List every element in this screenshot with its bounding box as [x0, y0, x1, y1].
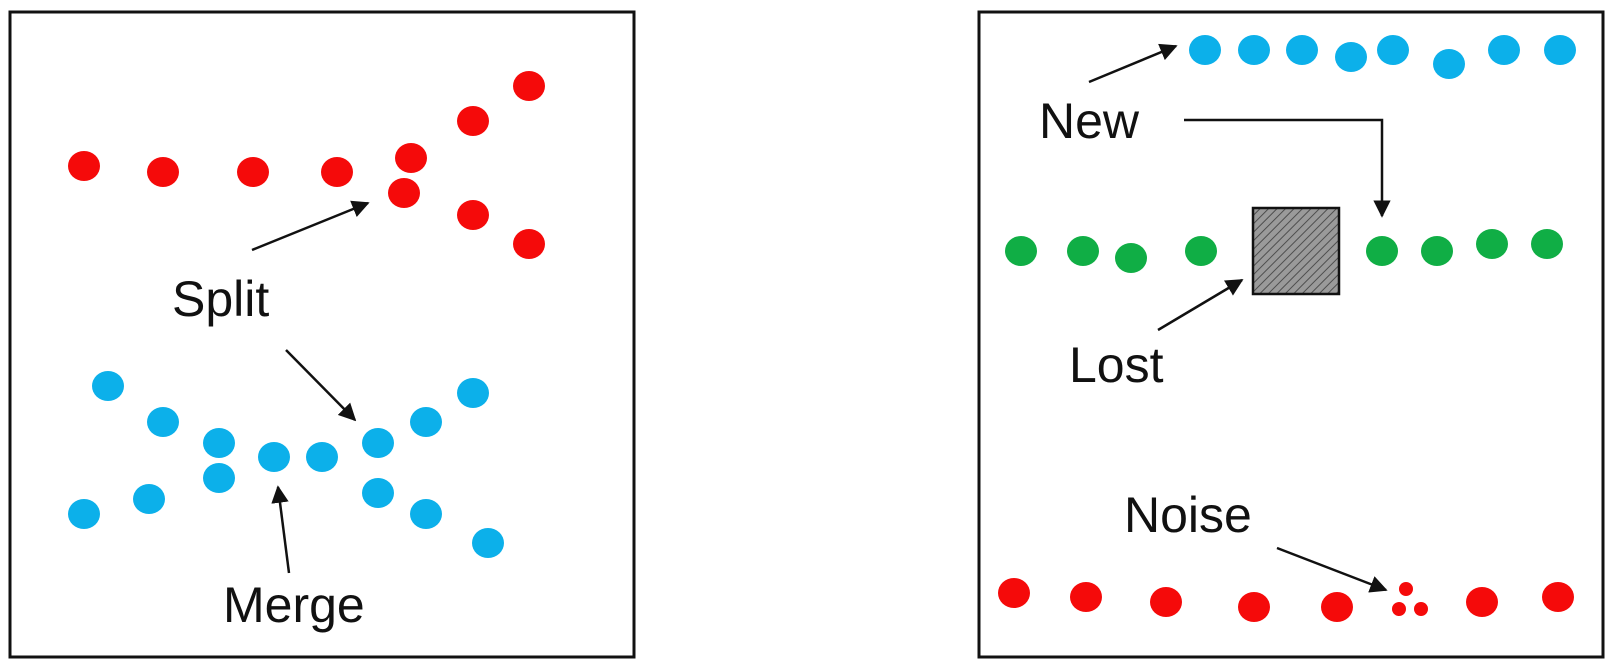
blue-dot — [133, 484, 165, 514]
green-dot — [1476, 229, 1508, 259]
blue-dot — [410, 499, 442, 529]
red-dot — [457, 200, 489, 230]
blue-dot — [1433, 49, 1465, 79]
red-dot — [1070, 582, 1102, 612]
blue-dot — [1377, 35, 1409, 65]
right-panel: New Lost Noise — [977, 10, 1605, 659]
green-dot — [1531, 229, 1563, 259]
new-label: New — [1039, 93, 1140, 149]
blue-dot — [410, 407, 442, 437]
red-dot — [1150, 587, 1182, 617]
blue-dot — [362, 478, 394, 508]
blue-dot — [1335, 42, 1367, 72]
occlusion-box — [1251, 206, 1341, 296]
new-arrow — [1088, 43, 1178, 84]
merge-arrow — [271, 485, 291, 574]
noise-arrow — [1276, 546, 1388, 593]
blue-dot — [203, 428, 235, 458]
red-dot — [147, 157, 179, 187]
blue-dot — [258, 442, 290, 472]
split-arrow-upper — [251, 200, 370, 252]
split-arrow-lower — [285, 349, 357, 422]
blue-dot — [362, 428, 394, 458]
green-dot — [1421, 236, 1453, 266]
red-dot — [457, 106, 489, 136]
red-track-noise — [998, 578, 1574, 622]
blue-dot — [1286, 35, 1318, 65]
red-dot — [513, 71, 545, 101]
noise-dot — [1399, 582, 1413, 596]
red-dot — [1321, 592, 1353, 622]
left-panel-frame — [8, 10, 636, 659]
blue-dot — [457, 378, 489, 408]
red-dot — [1466, 587, 1498, 617]
green-dot — [1005, 236, 1037, 266]
red-dot — [395, 143, 427, 173]
green-dot — [1115, 243, 1147, 273]
noise-label: Noise — [1124, 487, 1252, 543]
noise-dot — [1392, 602, 1406, 616]
blue-dot — [1238, 35, 1270, 65]
red-dot — [1238, 592, 1270, 622]
blue-dot — [68, 499, 100, 529]
right-panel-frame — [977, 10, 1605, 659]
red-dot — [998, 578, 1030, 608]
blue-track-new — [1189, 35, 1576, 79]
left-panel: Split Merge — [8, 10, 636, 659]
red-dot — [237, 157, 269, 187]
blue-dot — [147, 407, 179, 437]
blue-dot — [203, 463, 235, 493]
blue-dot — [472, 528, 504, 558]
blue-dot — [1488, 35, 1520, 65]
red-dot — [513, 229, 545, 259]
blue-dot — [92, 371, 124, 401]
green-track-lost — [1005, 229, 1563, 273]
red-dot — [321, 157, 353, 187]
blue-dot — [1189, 35, 1221, 65]
lost-arrow — [1157, 278, 1244, 332]
red-dot — [1542, 582, 1574, 612]
green-dot — [1366, 236, 1398, 266]
red-dot — [68, 151, 100, 181]
noise-dot — [1414, 602, 1428, 616]
merge-label: Merge — [223, 577, 365, 633]
blue-dot — [1544, 35, 1576, 65]
red-track-split — [68, 71, 545, 259]
split-label: Split — [172, 271, 269, 327]
red-dot — [388, 178, 420, 208]
lost-label: Lost — [1069, 337, 1164, 393]
blue-track-merge — [68, 371, 504, 558]
blue-dot — [306, 442, 338, 472]
new-to-track-arrow — [1184, 118, 1391, 218]
green-dot — [1067, 236, 1099, 266]
green-dot — [1185, 236, 1217, 266]
